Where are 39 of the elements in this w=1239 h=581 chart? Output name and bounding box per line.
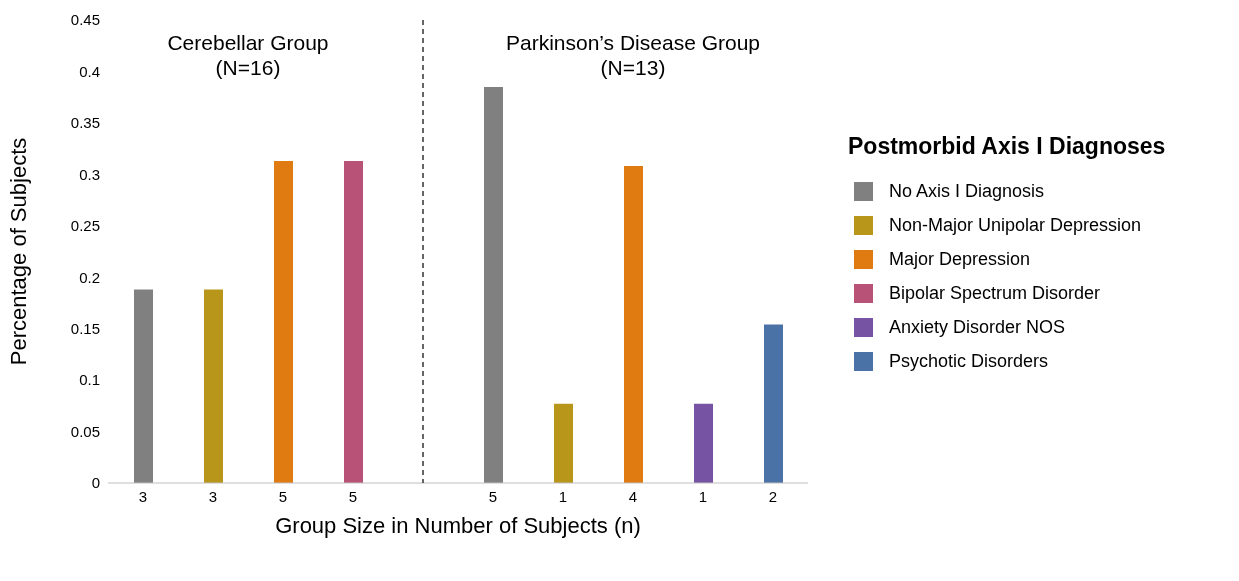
y-tick-label: 0.2 <box>79 268 100 286</box>
bar <box>274 160 293 483</box>
y-tick-label: 0.3 <box>79 165 100 183</box>
bar <box>134 289 153 483</box>
y-tick-label: 0 <box>91 474 100 492</box>
annotation: Parkinson’s Disease Group (N=13) <box>504 30 762 80</box>
legend-label: Major Depression <box>889 248 1031 270</box>
x-tick-label: 5 <box>348 487 358 505</box>
y-tick-label: 0.05 <box>70 422 100 440</box>
y-tick-label: 0.35 <box>70 114 100 132</box>
bar <box>764 324 783 483</box>
x-tick-label: 3 <box>138 487 148 505</box>
legend-title: Postmorbid Axis I Diagnoses <box>848 133 1166 160</box>
legend-label: Non-Major Unipolar Depression <box>889 214 1142 236</box>
x-tick-label: 2 <box>768 487 778 505</box>
bar <box>204 289 223 483</box>
bar <box>624 166 643 483</box>
bar <box>694 403 713 483</box>
x-tick-label: 5 <box>488 487 498 505</box>
bar <box>554 403 573 483</box>
x-tick-label: 5 <box>278 487 288 505</box>
legend-label: No Axis I Diagnosis <box>889 180 1045 202</box>
x-tick-label: 1 <box>558 487 568 505</box>
legend-label: Anxiety Disorder NOS <box>889 316 1066 338</box>
legend-label: Psychotic Disorders <box>889 350 1049 372</box>
legend-label: Bipolar Spectrum Disorder <box>889 282 1101 304</box>
x-tick-label: 3 <box>208 487 218 505</box>
y-tick-label: 0.4 <box>79 62 100 80</box>
x-tick-label: 1 <box>698 487 708 505</box>
x-axis-title: Group Size in Number of Subjects (n) <box>275 513 641 538</box>
annotation: Cerebellar Group (N=16) <box>167 31 329 79</box>
bar <box>484 86 503 483</box>
y-tick-label: 0.15 <box>70 319 100 337</box>
y-tick-label: 0.25 <box>70 217 100 235</box>
y-tick-label: 0.1 <box>79 371 100 389</box>
y-axis-title: Percentage of Subjects <box>5 137 31 366</box>
y-tick-label: 0.45 <box>70 11 100 29</box>
x-tick-label: 4 <box>628 487 638 505</box>
bar <box>344 160 363 483</box>
